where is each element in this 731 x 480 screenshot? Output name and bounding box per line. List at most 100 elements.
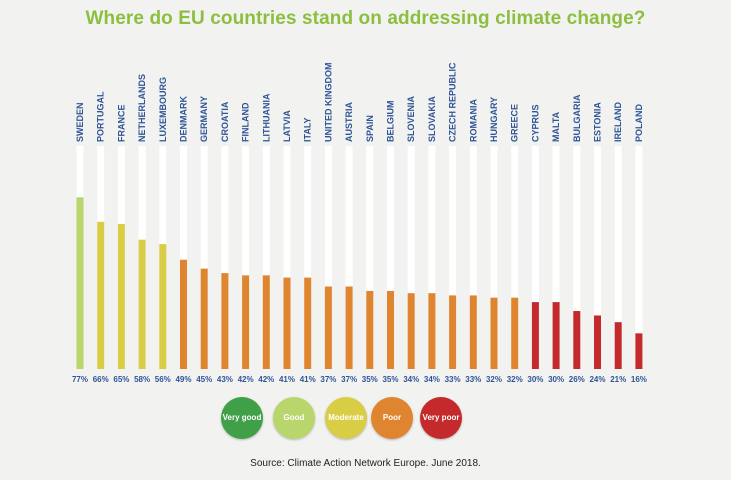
country-label: SLOVENIA bbox=[406, 95, 416, 142]
value-label: 58% bbox=[134, 375, 150, 384]
country-label: GERMANY bbox=[199, 96, 209, 142]
bar-track bbox=[200, 146, 208, 369]
bar-united-kingdom bbox=[324, 286, 332, 369]
country-label: GREECE bbox=[510, 104, 520, 142]
bar-track bbox=[180, 146, 187, 369]
bar-track bbox=[262, 146, 270, 369]
bar-track bbox=[490, 146, 498, 369]
country-label: LATVIA bbox=[282, 110, 292, 142]
bar-belgium bbox=[387, 290, 394, 369]
legend-moderate: Moderate bbox=[325, 397, 367, 439]
value-label: 26% bbox=[569, 375, 585, 384]
bar-track bbox=[324, 146, 332, 369]
bar-track bbox=[552, 146, 560, 369]
value-label: 32% bbox=[486, 375, 502, 384]
value-label: 45% bbox=[196, 375, 212, 384]
bar-cyprus bbox=[531, 302, 539, 369]
bar-latvia bbox=[283, 277, 291, 369]
value-label: 35% bbox=[382, 375, 398, 384]
country-label: POLAND bbox=[634, 104, 644, 143]
country-label: UNITED KINGDOM bbox=[323, 63, 333, 143]
bar-bulgaria bbox=[573, 311, 581, 369]
bar-track bbox=[366, 146, 374, 369]
legend: Very good Good Moderate Poor Very poor bbox=[0, 397, 731, 443]
bar-ireland bbox=[614, 322, 622, 369]
value-label: 30% bbox=[527, 375, 543, 384]
country-label: IRELAND bbox=[613, 102, 623, 142]
chart-title: Where do EU countries stand on addressin… bbox=[85, 8, 646, 29]
bar-france bbox=[117, 224, 125, 369]
bar-poland bbox=[635, 333, 643, 369]
bar-track bbox=[345, 146, 353, 369]
value-label: 32% bbox=[507, 375, 523, 384]
bar-luxembourg bbox=[159, 244, 167, 369]
value-label: 33% bbox=[445, 375, 461, 384]
bar-portugal bbox=[97, 221, 105, 369]
country-label: BULGARIA bbox=[572, 94, 582, 142]
bar-netherlands bbox=[138, 239, 146, 369]
value-label: 37% bbox=[320, 375, 336, 384]
value-label: 42% bbox=[238, 375, 254, 384]
bar-track bbox=[221, 146, 229, 369]
bar-denmark bbox=[180, 259, 187, 369]
country-label: CYPRUS bbox=[530, 104, 540, 142]
country-label: AUSTRIA bbox=[344, 102, 354, 142]
value-label: 21% bbox=[610, 375, 626, 384]
bar-chart: SWEDEN 77% PORTUGAL 66% FRANCE 65% NETHERLANDS… bbox=[72, 62, 647, 384]
legend-poor: Poor bbox=[371, 397, 413, 439]
bar-hungary bbox=[490, 297, 498, 369]
bar-sweden bbox=[76, 197, 84, 369]
bar-track bbox=[573, 146, 581, 369]
bar-slovenia bbox=[407, 293, 415, 369]
bar-spain bbox=[366, 290, 374, 369]
value-label: 66% bbox=[93, 375, 109, 384]
bar-track bbox=[283, 146, 291, 369]
country-label: SWEDEN bbox=[75, 102, 85, 142]
bar-track bbox=[531, 146, 539, 369]
bar-austria bbox=[345, 286, 353, 369]
bar-track bbox=[469, 146, 477, 369]
bar-czech-republic bbox=[449, 295, 457, 369]
country-label: ROMANIA bbox=[468, 99, 478, 142]
bar-estonia bbox=[594, 315, 601, 369]
value-label: 24% bbox=[589, 375, 605, 384]
bar-track bbox=[428, 146, 436, 369]
bar-track bbox=[449, 146, 457, 369]
value-label: 34% bbox=[424, 375, 440, 384]
bar-track bbox=[594, 146, 601, 369]
country-label: LITHUANIA bbox=[261, 93, 271, 142]
country-label: NETHERLANDS bbox=[137, 74, 147, 142]
bar-germany bbox=[200, 268, 208, 369]
value-label: 16% bbox=[631, 375, 647, 384]
bar-lithuania bbox=[262, 275, 270, 369]
bar-croatia bbox=[221, 273, 229, 369]
value-label: 41% bbox=[300, 375, 316, 384]
bar-track bbox=[635, 146, 643, 369]
country-label: SPAIN bbox=[365, 115, 375, 142]
country-label: PORTUGAL bbox=[96, 91, 106, 142]
bar-track bbox=[407, 146, 415, 369]
country-label: ITALY bbox=[303, 117, 313, 142]
country-label: LUXEMBOURG bbox=[158, 77, 168, 142]
bar-greece bbox=[511, 297, 519, 369]
country-label: FINLAND bbox=[241, 102, 251, 142]
bar-track bbox=[242, 146, 250, 369]
legend-very-poor: Very poor bbox=[420, 397, 462, 439]
bar-track bbox=[304, 146, 312, 369]
legend-very-good: Very good bbox=[221, 397, 263, 439]
source-note: Source: Climate Action Network Europe. J… bbox=[250, 458, 481, 469]
value-label: 77% bbox=[72, 375, 88, 384]
country-label: ESTONIA bbox=[593, 102, 603, 142]
value-label: 43% bbox=[217, 375, 233, 384]
bar-track bbox=[387, 146, 394, 369]
value-label: 65% bbox=[113, 375, 129, 384]
country-label: BELGIUM bbox=[386, 101, 396, 143]
country-label: SLOVAKIA bbox=[427, 96, 437, 142]
value-label: 41% bbox=[279, 375, 295, 384]
value-label: 56% bbox=[155, 375, 171, 384]
bar-italy bbox=[304, 277, 312, 369]
country-label: FRANCE bbox=[116, 105, 126, 143]
value-label: 30% bbox=[548, 375, 564, 384]
value-label: 34% bbox=[403, 375, 419, 384]
value-label: 49% bbox=[175, 375, 191, 384]
